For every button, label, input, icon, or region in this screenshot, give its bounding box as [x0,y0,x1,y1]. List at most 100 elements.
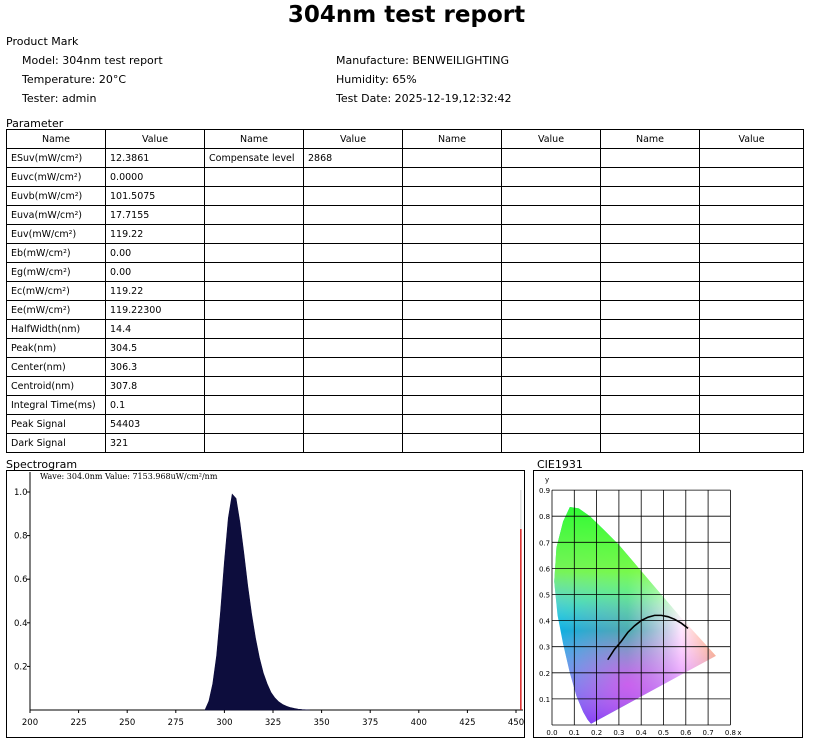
param-name-cell: Peak Signal [6,414,106,434]
param-name-cell: Euvb(mW/cm²) [6,186,106,206]
humidity-field: Humidity: 65% [336,73,417,86]
empty-cell [402,376,502,396]
param-name-cell: Euva(mW/cm²) [6,205,106,225]
empty-cell [402,262,502,282]
param-name-cell [204,281,304,301]
empty-cell [501,205,601,225]
spectrum-area [204,493,310,711]
param-name-cell [204,262,304,282]
param-name-cell [204,376,304,396]
x-tick-label: 450 [508,718,524,728]
y-tick-label: 0.4 [14,619,28,629]
table-row: Center(nm) 306.3 [6,357,804,377]
spectrogram-chart: 200 225 250 275 300 325 350 375 400 425 450 0.2 0.4 0… [6,470,525,738]
param-value-cell: 2868 [303,148,403,168]
param-value-cell [303,414,403,434]
table-row: Peak(nm) 304.5 [6,338,804,358]
table-row: HalfWidth(nm) 14.4 [6,319,804,339]
empty-cell [699,243,804,263]
param-name-cell [204,395,304,415]
x-tick-label: 300 [216,718,232,728]
param-name-cell: Euv(mW/cm²) [6,224,106,244]
table-row: Eg(mW/cm²) 0.00 [6,262,804,282]
empty-cell [699,376,804,396]
cie-label: CIE1931 [537,458,583,471]
cie-x-tick-label: 0.5 [658,729,669,737]
cie-x-tick-label: 0.6 [680,729,692,737]
table-row: Ec(mW/cm²) 119.22 [6,281,804,301]
parameter-label: Parameter [6,117,64,130]
y-tick-label: 0.8 [14,532,28,542]
param-name-cell [204,243,304,263]
empty-cell [402,433,502,453]
param-value-cell: 304.5 [105,338,205,358]
planckian-locus [607,614,689,661]
param-value-cell: 119.22 [105,224,205,244]
table-row: Ee(mW/cm²) 119.22300 [6,300,804,320]
param-name-cell: Peak(nm) [6,338,106,358]
empty-cell [699,433,804,453]
param-value-cell [303,281,403,301]
header-value-4: Value [699,129,804,149]
empty-cell [699,205,804,225]
header-name-1: Name [6,129,106,149]
x-tick-label: 425 [459,718,475,728]
header-name-2: Name [204,129,304,149]
empty-cell [501,186,601,206]
param-name-cell [204,186,304,206]
y-tick-label: 0.6 [14,575,28,585]
empty-cell [501,262,601,282]
cie-y-tick-label: 0.1 [539,696,550,704]
empty-cell [699,414,804,434]
param-name-cell [204,414,304,434]
param-value-cell [303,186,403,206]
param-value-cell [303,376,403,396]
cie-x-tick-label: 0.1 [569,729,580,737]
param-value-cell: 54403 [105,414,205,434]
empty-cell [699,395,804,415]
x-tick-label: 325 [265,718,281,728]
header-name-3: Name [402,129,502,149]
cie-x-tick-label: 0.0 [546,729,557,737]
empty-cell [600,319,700,339]
x-tick-label: 275 [168,718,184,728]
header-value-2: Value [303,129,403,149]
param-value-cell [303,167,403,187]
cie-y-tick-label: 0.2 [539,670,550,678]
table-row: Euv(mW/cm²) 119.22 [6,224,804,244]
empty-cell [501,338,601,358]
empty-cell [699,262,804,282]
y-tick-label: 0.2 [14,662,28,672]
cie-y-tick-label: 0.6 [539,565,551,573]
empty-cell [402,357,502,377]
empty-cell [402,414,502,434]
param-name-cell [204,205,304,225]
param-value-cell: 119.22300 [105,300,205,320]
param-name-cell [204,433,304,453]
cie-x-tick-label: 0.8 [725,729,736,737]
cie-y-tick-label: 0.9 [539,487,550,495]
param-value-cell: 101.5075 [105,186,205,206]
param-name-cell [204,319,304,339]
model-field: Model: 304nm test report [22,54,163,67]
param-name-cell: Ee(mW/cm²) [6,300,106,320]
param-name-cell: Ec(mW/cm²) [6,281,106,301]
cie-y-axis-label: y [545,476,549,484]
empty-cell [600,186,700,206]
cie-x-tick-label: 0.3 [613,729,624,737]
empty-cell [699,148,804,168]
empty-cell [501,224,601,244]
empty-cell [402,186,502,206]
empty-cell [600,148,700,168]
empty-cell [501,167,601,187]
param-name-cell [204,357,304,377]
cie-y-tick-label: 0.5 [539,592,550,600]
empty-cell [600,433,700,453]
x-tick-label: 400 [411,718,427,728]
param-value-cell: 306.3 [105,357,205,377]
empty-cell [501,376,601,396]
empty-cell [402,300,502,320]
param-value-cell [303,338,403,358]
empty-cell [699,186,804,206]
y-tick-label: 1.0 [14,488,28,498]
